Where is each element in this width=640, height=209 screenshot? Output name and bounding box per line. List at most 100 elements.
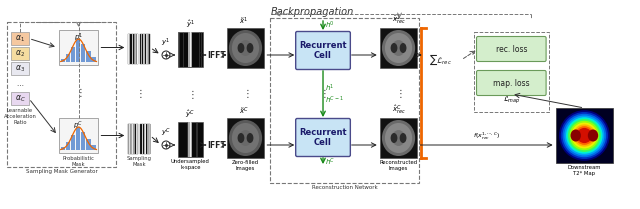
Bar xyxy=(143,34,144,64)
Text: IFFT: IFFT xyxy=(207,51,226,60)
Text: $\vdots$: $\vdots$ xyxy=(242,87,249,99)
Text: IFFT: IFFT xyxy=(207,140,226,149)
Ellipse shape xyxy=(237,43,244,53)
Ellipse shape xyxy=(566,117,603,154)
Ellipse shape xyxy=(385,33,412,63)
Bar xyxy=(189,32,191,67)
Text: Backpropagation: Backpropagation xyxy=(271,7,354,17)
Ellipse shape xyxy=(239,40,252,56)
Bar xyxy=(227,28,264,68)
Text: $\cdots$: $\cdots$ xyxy=(16,80,24,87)
Bar xyxy=(66,54,70,62)
Ellipse shape xyxy=(246,133,253,143)
Bar xyxy=(61,147,65,150)
Text: $\sum \mathcal{L}_{rec}$: $\sum \mathcal{L}_{rec}$ xyxy=(429,53,452,67)
Text: Sampling
Mask: Sampling Mask xyxy=(127,156,152,167)
Bar xyxy=(59,30,99,65)
Text: $\hat{x}_{rec}^1$: $\hat{x}_{rec}^1$ xyxy=(392,14,406,27)
Text: Zero-filled
Images: Zero-filled Images xyxy=(232,160,259,171)
Bar xyxy=(188,32,193,67)
FancyBboxPatch shape xyxy=(296,32,350,70)
Text: $\vdots$: $\vdots$ xyxy=(395,87,402,99)
Ellipse shape xyxy=(559,110,610,161)
Bar xyxy=(179,32,180,67)
Text: $p^1$: $p^1$ xyxy=(74,32,83,44)
Bar xyxy=(76,39,81,62)
Bar xyxy=(144,34,145,64)
Bar xyxy=(187,122,188,157)
Ellipse shape xyxy=(573,124,595,147)
Bar xyxy=(178,32,203,67)
Bar xyxy=(149,124,150,154)
Bar xyxy=(7,22,116,167)
Text: $\mathcal{L}_{map}$: $\mathcal{L}_{map}$ xyxy=(502,94,520,106)
Bar xyxy=(136,124,137,154)
Bar xyxy=(59,118,99,153)
Bar xyxy=(189,122,191,157)
Text: $h^1$: $h^1$ xyxy=(325,82,335,94)
Ellipse shape xyxy=(588,129,598,141)
Text: rec. loss: rec. loss xyxy=(495,45,527,54)
Bar xyxy=(380,118,417,158)
Bar xyxy=(556,108,613,163)
Ellipse shape xyxy=(237,133,244,143)
Text: $\alpha_C$: $\alpha_C$ xyxy=(15,93,26,104)
Bar xyxy=(92,57,96,62)
Ellipse shape xyxy=(229,120,262,156)
Bar xyxy=(129,34,130,64)
Bar xyxy=(11,32,29,45)
Text: $\hat{y}^1$: $\hat{y}^1$ xyxy=(186,19,195,31)
Ellipse shape xyxy=(572,123,597,148)
Ellipse shape xyxy=(232,123,259,153)
Bar xyxy=(147,124,148,154)
Ellipse shape xyxy=(382,30,415,66)
FancyBboxPatch shape xyxy=(477,37,546,61)
Bar xyxy=(227,118,264,158)
Bar xyxy=(136,34,137,64)
Text: $\vdots$: $\vdots$ xyxy=(319,88,326,101)
Ellipse shape xyxy=(390,133,397,143)
Bar xyxy=(11,92,29,105)
Text: Sampling Mask Generator: Sampling Mask Generator xyxy=(26,169,97,174)
Bar xyxy=(140,34,150,64)
Bar xyxy=(270,18,419,183)
Bar xyxy=(11,62,29,75)
Bar xyxy=(147,34,148,64)
Bar xyxy=(132,124,133,154)
Bar xyxy=(196,122,197,157)
Ellipse shape xyxy=(399,133,406,143)
Text: Undersampled
k-space: Undersampled k-space xyxy=(171,159,210,170)
Bar xyxy=(61,59,65,62)
Text: $\alpha_3$: $\alpha_3$ xyxy=(15,63,25,74)
Ellipse shape xyxy=(399,43,406,53)
Ellipse shape xyxy=(239,130,252,146)
Bar xyxy=(129,34,131,64)
Bar xyxy=(129,124,130,154)
Bar xyxy=(131,124,132,154)
Bar xyxy=(71,135,76,150)
Bar xyxy=(129,124,131,154)
Text: Recurrent
Cell: Recurrent Cell xyxy=(299,41,347,60)
Bar xyxy=(178,122,203,157)
Text: $h^{C-1}$: $h^{C-1}$ xyxy=(325,94,344,106)
Bar xyxy=(86,139,91,150)
Bar xyxy=(140,124,150,154)
Bar xyxy=(130,34,131,64)
Bar xyxy=(71,47,76,62)
Ellipse shape xyxy=(570,129,581,141)
Text: $\vdots$: $\vdots$ xyxy=(75,86,83,99)
Text: $\tilde{x}^1$: $\tilde{x}^1$ xyxy=(239,16,248,27)
Text: $h^0$: $h^0$ xyxy=(325,20,335,31)
Ellipse shape xyxy=(382,120,415,156)
Text: $\tilde{x}^C$: $\tilde{x}^C$ xyxy=(239,106,248,117)
Text: Learnable
Acceleration
Ratio: Learnable Acceleration Ratio xyxy=(3,108,36,125)
Bar xyxy=(145,124,146,154)
Ellipse shape xyxy=(568,119,601,152)
Bar xyxy=(76,127,81,150)
Ellipse shape xyxy=(564,116,604,155)
Ellipse shape xyxy=(577,128,592,143)
Bar xyxy=(145,34,147,64)
Bar xyxy=(197,122,198,157)
Ellipse shape xyxy=(246,43,253,53)
Text: $\hat{x}_{rec}^C$: $\hat{x}_{rec}^C$ xyxy=(392,104,406,117)
